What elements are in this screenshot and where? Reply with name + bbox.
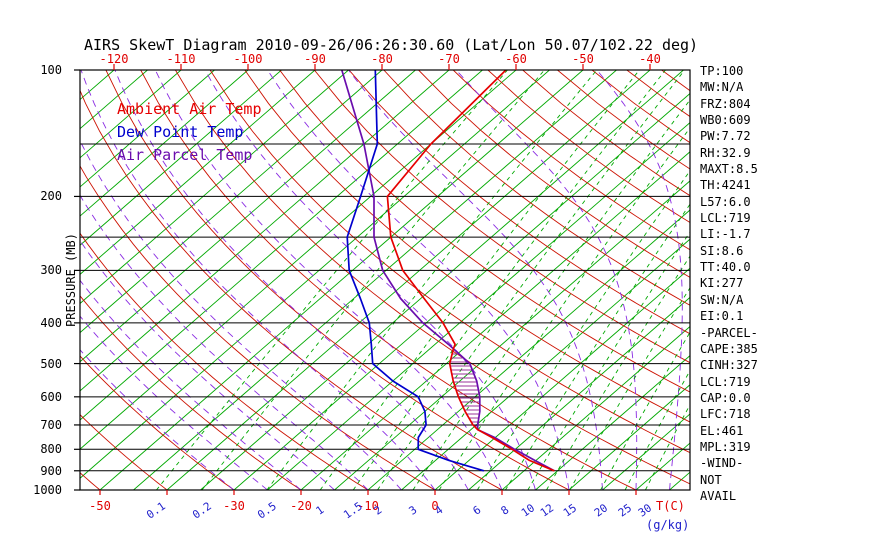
stat-line: -WIND-: [700, 456, 744, 471]
legend-item-parcel: Air Parcel Temp: [117, 146, 253, 164]
stat-line: FRZ:804: [700, 96, 751, 111]
stat-line: TT:40.0: [700, 260, 751, 275]
pressure-tick-label: 900: [40, 463, 62, 478]
pressure-tick-label: 400: [40, 315, 62, 330]
pressure-tick-label: 700: [40, 417, 62, 432]
legend: Ambient Air Temp Dew Point Temp Air Parcel…: [117, 100, 262, 169]
bottom-temp-label: -10: [357, 499, 379, 513]
stat-line: WB0:609: [700, 113, 751, 128]
pressure-tick-label: 500: [40, 356, 62, 371]
stat-line: LCL:719: [700, 211, 751, 226]
pressure-tick-label: 800: [40, 442, 62, 457]
chart-title: AIRS SkewT Diagram 2010-09-26/06:26:30.6…: [84, 36, 699, 54]
stat-line: AVAIL: [700, 488, 737, 503]
legend-item-dewpoint: Dew Point Temp: [117, 123, 244, 141]
pressure-tick-label: 200: [40, 189, 62, 204]
pressure-tick-label: 1000: [33, 483, 62, 497]
temp-unit-label: T(C): [656, 499, 685, 513]
stat-line: PW:7.72: [700, 129, 751, 144]
stat-line: SI:8.6: [700, 243, 744, 258]
stat-line: RH:32.9: [700, 145, 751, 160]
bottom-temp-label: -50: [89, 499, 111, 513]
top-temp-label: -90: [304, 52, 326, 66]
stat-line: LI:-1.7: [700, 227, 751, 242]
bottom-temp-label: 0: [431, 499, 439, 513]
stat-line: NOT: [700, 472, 722, 487]
top-temp-label: -70: [438, 52, 460, 66]
legend-item-ambient: Ambient Air Temp: [117, 100, 262, 118]
pressure-tick-label: 600: [40, 389, 62, 404]
stat-line: MAXT:8.5: [700, 162, 758, 177]
top-temp-label: -60: [505, 52, 527, 66]
stats-panel: TP:100 MW:N/A FRZ:804 WB0:609 PW:7.72 RH:32.9…: [700, 63, 758, 504]
top-temp-label: -120: [99, 52, 129, 66]
mixing-unit-label: (g/kg): [646, 518, 690, 532]
pressure-tick-label: 300: [40, 263, 62, 278]
stat-line: KI:277: [700, 276, 744, 291]
bottom-temp-label: -30: [223, 499, 245, 513]
stat-line: CAP:0.0: [700, 390, 751, 405]
stat-line: EL:461: [700, 423, 744, 438]
stat-line: -PARCEL-: [700, 325, 758, 340]
stat-line: SW:N/A: [700, 292, 744, 307]
stat-line: MPL:319: [700, 439, 751, 454]
stat-line: CAPE:385: [700, 341, 758, 356]
pressure-axis-label: PRESSURE (MB): [64, 233, 78, 327]
stat-line: TH:4241: [700, 178, 751, 193]
stat-line: CINH:327: [700, 358, 758, 373]
stat-line: TP:100: [700, 64, 744, 78]
top-temp-label: -50: [572, 52, 594, 66]
stat-line: LFC:718: [700, 407, 751, 422]
stat-line: MW:N/A: [700, 80, 744, 95]
stat-line: EI:0.1: [700, 309, 744, 324]
stat-line: L57:6.0: [700, 194, 751, 209]
top-temp-label: -100: [233, 52, 263, 66]
top-temp-label: -110: [166, 52, 196, 66]
bottom-temp-label: -20: [290, 499, 312, 513]
pressure-tick-label: 100: [40, 63, 62, 77]
top-temp-label: -40: [639, 52, 661, 66]
stat-line: LCL:719: [700, 374, 751, 389]
top-temp-label: -80: [371, 52, 393, 66]
